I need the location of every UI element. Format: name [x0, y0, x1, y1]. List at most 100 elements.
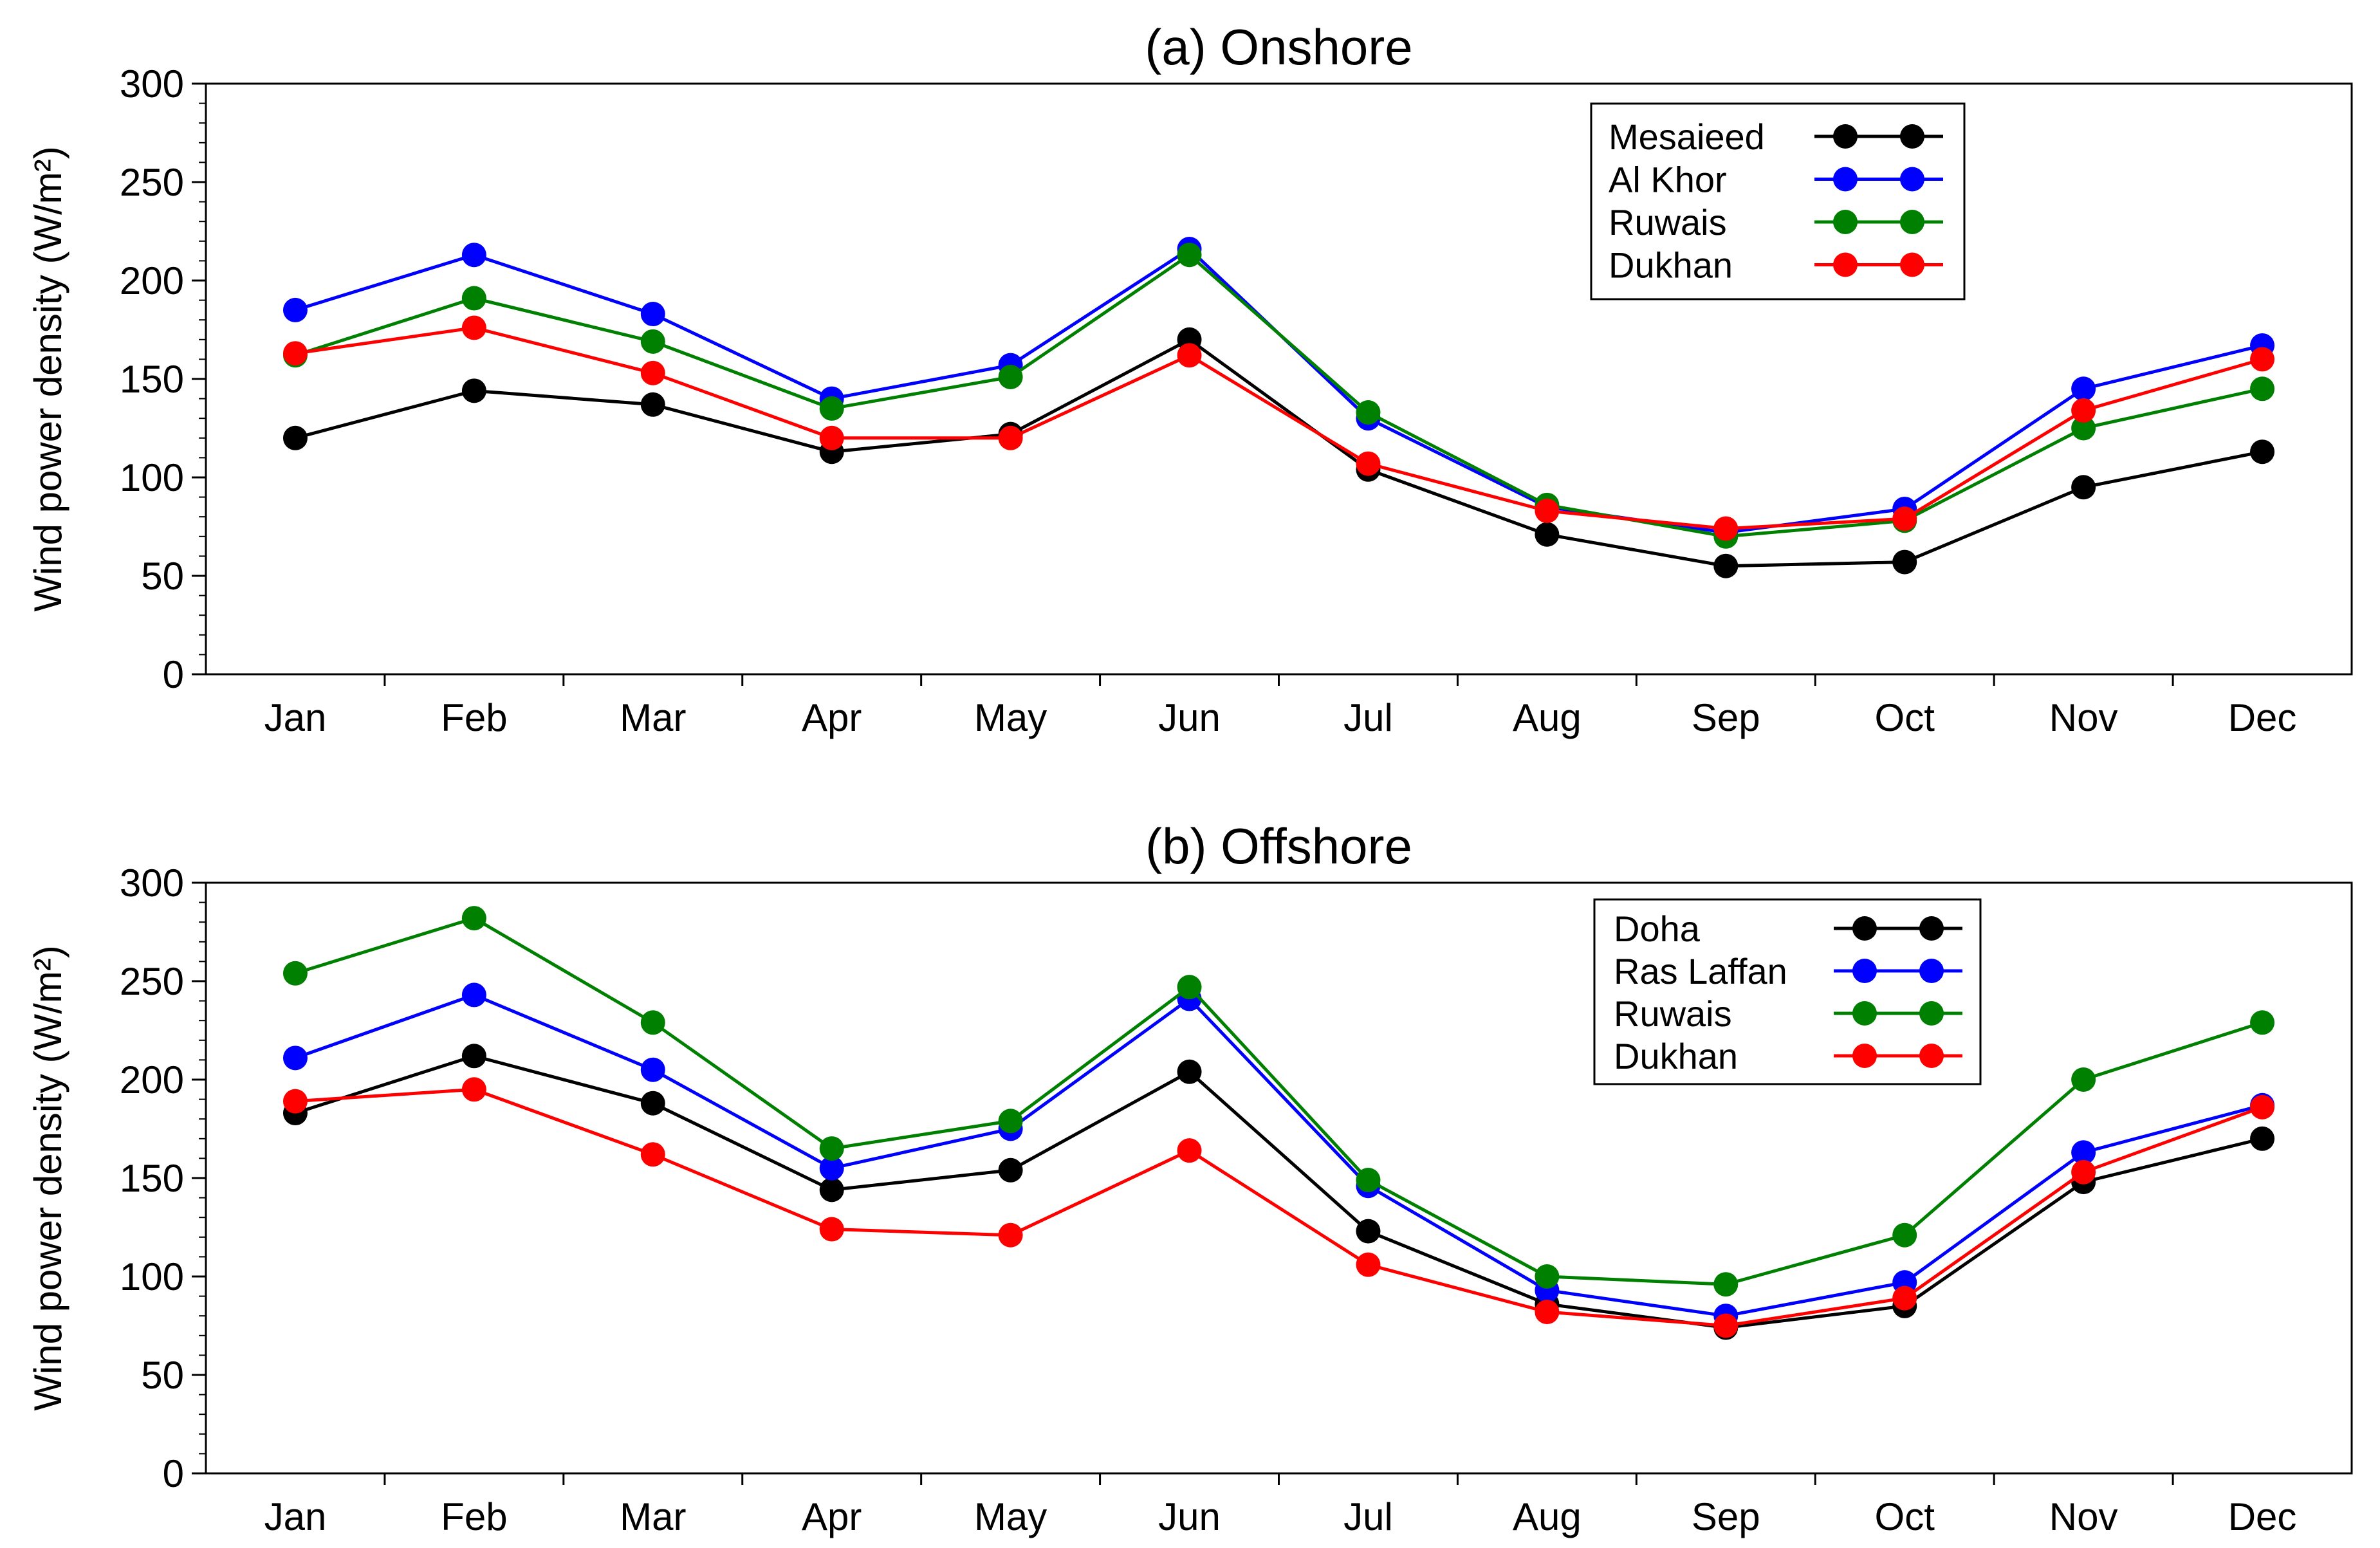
y-tick-label: 100 [120, 1255, 184, 1298]
series-ruwais [282, 906, 2275, 1297]
data-point [998, 1222, 1023, 1248]
data-point [998, 1109, 1023, 1134]
data-point [1356, 1219, 1381, 1244]
legend-label: Dukhan [1614, 1036, 1738, 1076]
chart-panel-offshore: (b) Offshore 0 50 100 150 200 250 300 Wind power… [26, 818, 2353, 1538]
legend-label: Mesaieed [1609, 116, 1765, 157]
chart-title: (a) Onshore [1145, 19, 1412, 75]
data-point [1177, 1059, 1202, 1084]
x-tick-label: Aug [1513, 696, 1582, 739]
chart-panel-onshore: (a) Onshore 0 50 100 150 200 250 300 Wind power … [26, 19, 2353, 739]
data-point [819, 1156, 844, 1181]
legend-label: Ruwais [1614, 993, 1732, 1034]
data-point [819, 1177, 844, 1202]
x-tick-label: Jul [1343, 1495, 1393, 1538]
data-point [819, 1136, 844, 1161]
legend-marker [1919, 916, 1944, 941]
data-point [1535, 1264, 1560, 1289]
data-point [461, 243, 486, 268]
y-axis-label: Wind power density (W/m²) [26, 945, 69, 1410]
data-point [2071, 475, 2096, 500]
data-point [640, 302, 665, 327]
legend-marker [1900, 167, 1924, 192]
data-point [2250, 376, 2275, 401]
y-tick-label: 100 [120, 456, 184, 499]
data-point [1356, 1252, 1381, 1277]
data-point [998, 364, 1023, 389]
data-point [2250, 1010, 2275, 1035]
legend-marker [1852, 916, 1877, 941]
data-point [640, 1142, 665, 1167]
series-line [295, 253, 2263, 539]
y-tick-label: 300 [120, 62, 184, 106]
data-point [461, 982, 486, 1008]
data-point [1177, 1138, 1202, 1163]
x-tick-label: Nov [2049, 696, 2118, 739]
x-tick-label: Feb [441, 696, 507, 739]
y-tick-label: 200 [120, 1058, 184, 1101]
data-point [2071, 1140, 2096, 1165]
data-point [640, 329, 665, 354]
data-point [282, 425, 308, 450]
data-point [1892, 1285, 1917, 1311]
legend-marker [1900, 210, 1924, 234]
y-tick-label: 50 [141, 555, 184, 598]
data-point [2071, 1067, 2096, 1092]
x-tick-label: Oct [1875, 696, 1935, 739]
x-tick-label: May [974, 1495, 1047, 1538]
data-point [998, 425, 1023, 450]
plot-area [205, 881, 2353, 1475]
series-dukhan [282, 1077, 2275, 1338]
series-line [295, 993, 2263, 1318]
series-line [295, 338, 2263, 568]
data-point [1177, 343, 1202, 368]
series-ruwais [282, 243, 2275, 549]
legend-label: Ruwais [1609, 202, 1727, 243]
data-point [1713, 553, 1739, 578]
data-point [461, 286, 486, 311]
data-point [2071, 416, 2096, 441]
x-tick-label: Jan [264, 1495, 327, 1538]
legend-label: Dukhan [1609, 245, 1733, 286]
data-point [1535, 522, 1560, 547]
data-point [1535, 1300, 1560, 1325]
x-tick-label: Feb [441, 1495, 507, 1538]
y-tick-label: 250 [120, 161, 184, 204]
series-line [295, 1087, 2263, 1327]
x-tick-label: Dec [2228, 696, 2297, 739]
legend-marker [1900, 252, 1924, 277]
x-tick-label: Sep [1692, 696, 1760, 739]
data-point [1177, 243, 1202, 268]
data-point [1177, 975, 1202, 1000]
series-al-khor [282, 237, 2275, 545]
data-point [1892, 549, 1917, 575]
data-point [282, 341, 308, 366]
data-point [640, 360, 665, 385]
y-tick-label: 0 [163, 653, 184, 696]
data-point [461, 906, 486, 931]
legend-marker [1833, 124, 1858, 149]
x-tick-label: Jun [1158, 696, 1221, 739]
legend-marker [1833, 167, 1858, 192]
x-tick-label: Apr [802, 696, 862, 739]
data-point [282, 297, 308, 322]
x-tick-label: Jun [1158, 1495, 1221, 1538]
data-point [2250, 347, 2275, 372]
y-tick-label: 300 [120, 862, 184, 905]
series-line [295, 326, 2263, 531]
plot-area [205, 82, 2353, 676]
x-tick-label: Mar [620, 1495, 686, 1538]
legend-marker [1852, 1001, 1877, 1026]
y-tick-label: 50 [141, 1354, 184, 1397]
data-point [1892, 1222, 1917, 1248]
x-tick-label: Sep [1692, 1495, 1760, 1538]
data-point [640, 1057, 665, 1082]
legend-label: Ras Laffan [1614, 951, 1787, 991]
y-tick-label: 150 [120, 1157, 184, 1200]
series-doha [282, 1044, 2275, 1340]
data-point [2071, 1159, 2096, 1184]
data-point [282, 961, 308, 986]
